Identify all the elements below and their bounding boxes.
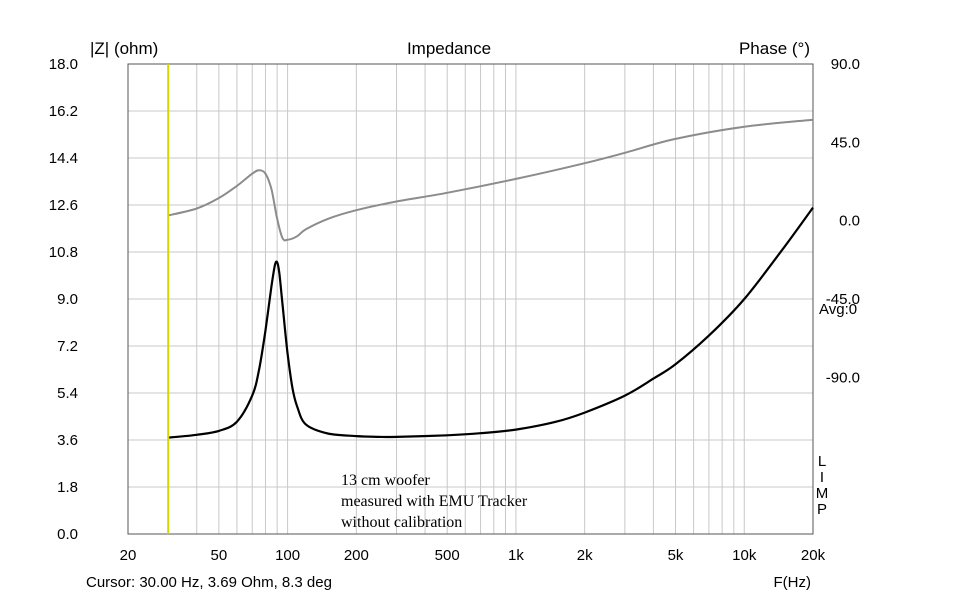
- x-tick-label: 5k: [668, 547, 684, 564]
- y-left-tick-label: 5.4: [57, 385, 78, 402]
- cursor-readout: Cursor: 30.00 Hz, 3.69 Ohm, 8.3 deg: [86, 574, 332, 591]
- phase-curve: [167, 118, 814, 242]
- y-left-tick-label: 7.2: [57, 338, 78, 355]
- y-left-tick-label: 12.6: [49, 197, 78, 214]
- y-left-tick-label: 0.0: [57, 526, 78, 543]
- grid: [128, 64, 813, 534]
- y-left-tick-label: 1.8: [57, 479, 78, 496]
- x-axis-label: F(Hz): [774, 574, 812, 591]
- side-text-letter: L: [818, 453, 826, 470]
- side-text-letter: M: [816, 485, 829, 502]
- x-tick-label: 50: [211, 547, 228, 564]
- x-tick-label: 200: [344, 547, 369, 564]
- annotation-note: 13 cm woofer measured with EMU Tracker wit…: [341, 472, 528, 531]
- y-left-tick-label: 9.0: [57, 291, 78, 308]
- right-axis-label: Phase (°): [739, 39, 810, 58]
- y-left-tick-label: 3.6: [57, 432, 78, 449]
- y-right-tick-label: 90.0: [831, 56, 860, 73]
- x-tick-label: 20: [120, 547, 137, 564]
- y-right-tick-label: 45.0: [831, 134, 860, 151]
- x-tick-label: 1k: [508, 547, 524, 564]
- x-tick-label: 100: [275, 547, 300, 564]
- series-layer: [167, 118, 814, 439]
- side-text-letter: I: [820, 469, 824, 486]
- annotation-line: 13 cm woofer: [341, 472, 431, 489]
- y-left-tick-label: 10.8: [49, 244, 78, 261]
- side-text-letter: P: [817, 501, 827, 518]
- y-right-tick-label: 0.0: [839, 213, 860, 230]
- y-left-tick-label: 16.2: [49, 103, 78, 120]
- plot-frame: [127, 63, 814, 535]
- x-tick-label: 10k: [732, 547, 757, 564]
- tick-labels: 20 50 100 200 500 1k 2k 5k 10k 20k 0.0 1.8 3.6 5.4 7.2…: [49, 56, 860, 564]
- impedance-curve: [168, 206, 814, 439]
- annotation-line: measured with EMU Tracker: [341, 493, 528, 510]
- y-right-tick-label: -90.0: [826, 369, 860, 386]
- y-right-tick-label: -45.0: [826, 291, 860, 308]
- annotation-line: without calibration: [341, 514, 462, 531]
- avg-readout: Avg:0: [819, 301, 857, 318]
- x-tick-label: 2k: [577, 547, 593, 564]
- y-left-tick-label: 18.0: [49, 56, 78, 73]
- chart-title: Impedance: [407, 39, 491, 58]
- y-left-tick-label: 14.4: [49, 150, 78, 167]
- x-tick-label: 500: [435, 547, 460, 564]
- left-axis-label: |Z| (ohm): [90, 39, 158, 58]
- x-tick-label: 20k: [801, 547, 826, 564]
